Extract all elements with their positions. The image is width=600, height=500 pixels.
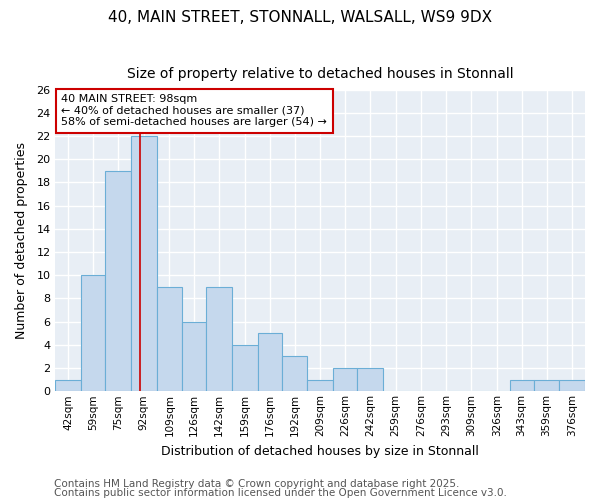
Bar: [534, 380, 559, 392]
Bar: [232, 345, 257, 392]
Bar: [105, 171, 131, 392]
Text: 40 MAIN STREET: 98sqm
← 40% of detached houses are smaller (37)
58% of semi-deta: 40 MAIN STREET: 98sqm ← 40% of detached …: [61, 94, 328, 128]
Title: Size of property relative to detached houses in Stonnall: Size of property relative to detached ho…: [127, 68, 514, 82]
Text: Contains HM Land Registry data © Crown copyright and database right 2025.: Contains HM Land Registry data © Crown c…: [54, 479, 460, 489]
Bar: [257, 334, 282, 392]
Bar: [81, 275, 105, 392]
Y-axis label: Number of detached properties: Number of detached properties: [15, 142, 28, 339]
Bar: [55, 380, 81, 392]
Text: 40, MAIN STREET, STONNALL, WALSALL, WS9 9DX: 40, MAIN STREET, STONNALL, WALSALL, WS9 …: [108, 10, 492, 25]
Bar: [357, 368, 383, 392]
Bar: [282, 356, 307, 392]
Bar: [559, 380, 585, 392]
Bar: [182, 322, 206, 392]
X-axis label: Distribution of detached houses by size in Stonnall: Distribution of detached houses by size …: [161, 444, 479, 458]
Bar: [206, 287, 232, 392]
Text: Contains public sector information licensed under the Open Government Licence v3: Contains public sector information licen…: [54, 488, 507, 498]
Bar: [509, 380, 534, 392]
Bar: [131, 136, 157, 392]
Bar: [307, 380, 333, 392]
Bar: [157, 287, 182, 392]
Bar: [333, 368, 357, 392]
